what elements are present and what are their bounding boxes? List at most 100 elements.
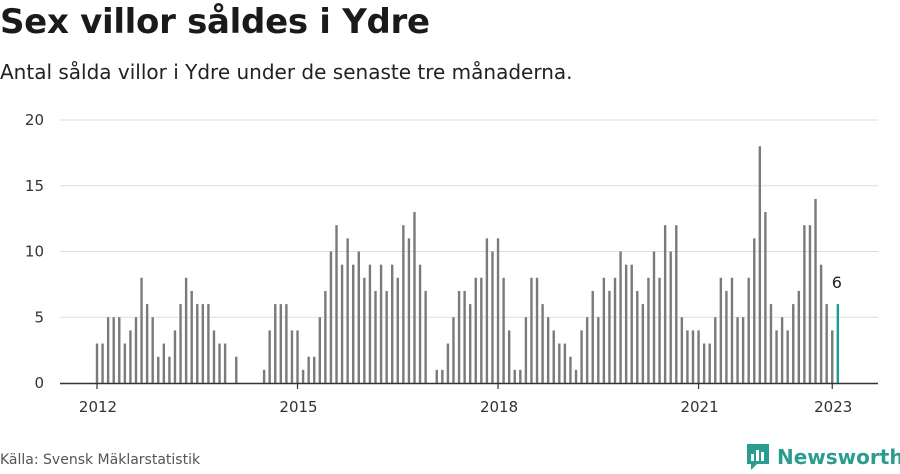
bar xyxy=(112,317,115,383)
bar xyxy=(235,356,238,383)
bar xyxy=(441,369,444,383)
x-tick-label: 2023 xyxy=(814,398,852,416)
bar xyxy=(524,317,528,383)
bar xyxy=(736,317,739,383)
bar xyxy=(101,343,104,383)
x-tick-label: 2012 xyxy=(79,398,117,416)
bar xyxy=(95,343,99,383)
bar xyxy=(647,277,650,383)
bar xyxy=(279,304,283,383)
bar xyxy=(541,304,544,383)
bar xyxy=(391,264,394,383)
bar xyxy=(285,304,288,383)
bar xyxy=(708,343,711,383)
bar xyxy=(780,317,784,383)
bar xyxy=(340,264,344,383)
bar xyxy=(374,290,377,383)
bar xyxy=(714,317,717,383)
x-tick-label: 2018 xyxy=(480,398,518,416)
bar xyxy=(474,277,477,383)
bar xyxy=(318,317,321,383)
bar xyxy=(597,317,600,383)
bar xyxy=(613,277,617,383)
bar xyxy=(145,304,149,383)
bar xyxy=(552,330,555,383)
bar xyxy=(719,277,723,383)
bar xyxy=(457,290,461,383)
bar xyxy=(513,369,516,383)
bar xyxy=(519,369,522,383)
bar xyxy=(792,304,795,383)
bar xyxy=(686,330,689,383)
bar xyxy=(491,251,494,383)
y-tick-label: 20 xyxy=(25,111,44,129)
y-tick-label: 0 xyxy=(34,374,44,392)
bar xyxy=(658,277,661,383)
bar xyxy=(496,238,500,383)
bar xyxy=(831,330,834,383)
bar xyxy=(675,225,678,383)
bar xyxy=(569,356,572,383)
bar xyxy=(396,277,399,383)
bar xyxy=(663,225,667,383)
bar xyxy=(814,198,817,383)
bar xyxy=(324,290,327,383)
bar xyxy=(585,317,589,383)
bar xyxy=(418,264,422,383)
bar xyxy=(157,356,160,383)
bar xyxy=(352,264,355,383)
x-tick-label: 2021 xyxy=(680,398,718,416)
bar xyxy=(296,330,299,383)
bar xyxy=(636,290,639,383)
bar xyxy=(173,330,177,383)
bar xyxy=(463,290,466,383)
bar xyxy=(725,290,728,383)
bar xyxy=(630,264,633,383)
y-tick-label: 15 xyxy=(25,177,44,195)
bar xyxy=(730,277,734,383)
bar xyxy=(591,290,594,383)
source-note: Källa: Svensk Mäklarstatistik xyxy=(0,452,201,468)
bar xyxy=(151,317,154,383)
bar xyxy=(190,290,193,383)
bar xyxy=(702,343,706,383)
bar xyxy=(803,225,806,383)
y-tick-label: 5 xyxy=(34,308,44,326)
bar xyxy=(274,304,277,383)
chart-subtitle: Antal sålda villor i Ydre under de senas… xyxy=(0,60,573,84)
bar xyxy=(580,330,583,383)
bar xyxy=(435,369,438,383)
bar xyxy=(129,330,132,383)
bar xyxy=(123,343,127,383)
bar xyxy=(134,317,138,383)
bar xyxy=(652,251,656,383)
bar xyxy=(106,317,110,383)
bar xyxy=(118,317,121,383)
highlight-bar xyxy=(836,304,840,383)
bar xyxy=(786,330,789,383)
bar xyxy=(262,369,266,383)
bar xyxy=(697,330,700,383)
bar xyxy=(608,290,611,383)
bar xyxy=(407,238,411,383)
bar xyxy=(747,277,750,383)
bar xyxy=(669,251,672,383)
bar xyxy=(825,304,828,383)
bar xyxy=(329,251,333,383)
bar xyxy=(368,264,372,383)
bar xyxy=(691,330,695,383)
bar xyxy=(452,317,455,383)
bar xyxy=(446,343,450,383)
bar xyxy=(424,290,427,383)
bar xyxy=(307,356,310,383)
bar xyxy=(168,356,171,383)
x-tick-label: 2015 xyxy=(279,398,317,416)
bar xyxy=(385,290,388,383)
bar xyxy=(502,277,505,383)
bar xyxy=(290,330,294,383)
bar xyxy=(558,343,561,383)
highlight-value-label: 6 xyxy=(832,273,842,292)
y-tick-label: 10 xyxy=(25,243,44,261)
bar xyxy=(363,277,366,383)
